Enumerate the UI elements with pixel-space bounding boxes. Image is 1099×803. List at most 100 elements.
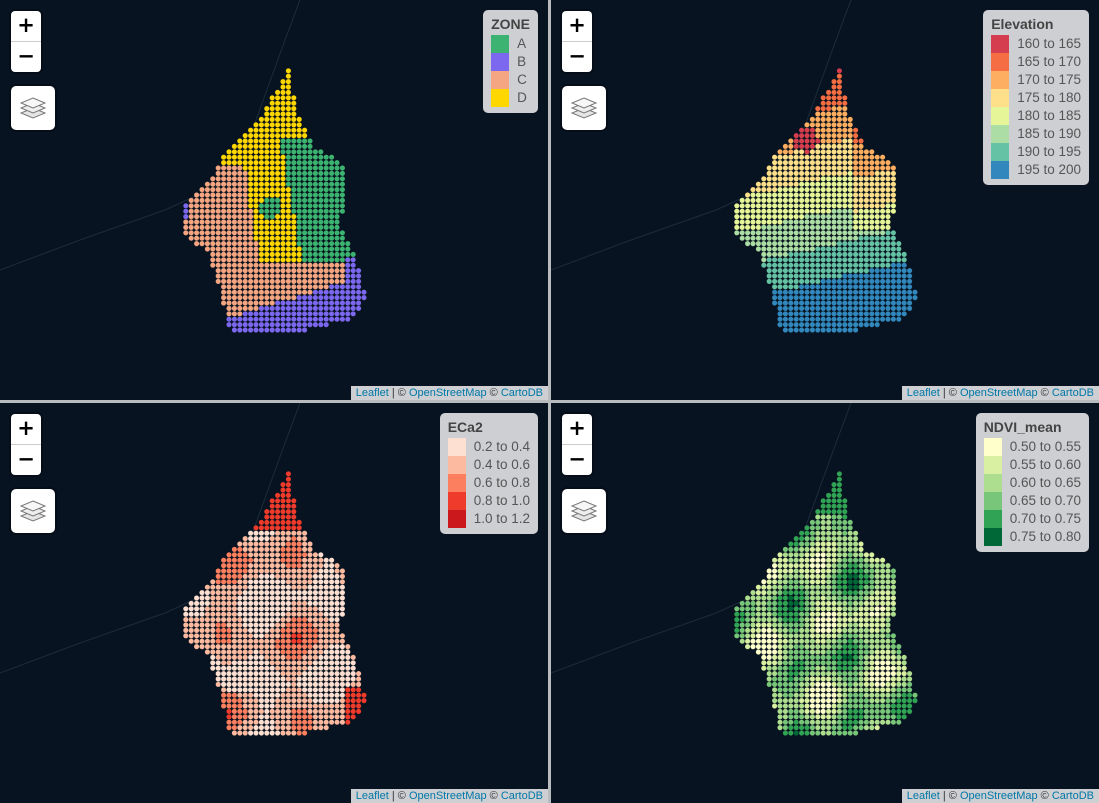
field-point[interactable] (814, 251, 821, 258)
field-point[interactable] (323, 697, 330, 704)
field-point[interactable] (263, 240, 270, 247)
field-point[interactable] (814, 551, 821, 558)
field-point[interactable] (782, 557, 789, 563)
field-point[interactable] (760, 611, 767, 617)
field-point[interactable] (868, 605, 875, 612)
field-point[interactable] (317, 294, 324, 301)
field-point[interactable] (885, 605, 891, 612)
field-point[interactable] (231, 294, 238, 301)
field-point[interactable] (885, 240, 891, 247)
field-point[interactable] (258, 724, 265, 731)
field-point[interactable] (906, 305, 913, 312)
field-point[interactable] (301, 692, 308, 699)
field-point[interactable] (879, 294, 886, 301)
field-point[interactable] (831, 95, 837, 101)
field-point[interactable] (744, 224, 751, 231)
field-point[interactable] (263, 235, 270, 241)
field-point[interactable] (269, 181, 276, 187)
field-point[interactable] (236, 202, 243, 209)
field-point[interactable] (253, 638, 259, 644)
field-point[interactable] (777, 643, 783, 650)
field-point[interactable] (820, 148, 827, 155)
field-point[interactable] (793, 568, 799, 574)
field-point[interactable] (242, 611, 248, 617)
field-point[interactable] (863, 256, 870, 263)
field-point[interactable] (868, 665, 875, 672)
field-point[interactable] (852, 310, 859, 317)
field-point[interactable] (323, 310, 330, 317)
field-point[interactable] (334, 251, 340, 258)
field-point[interactable] (215, 278, 221, 285)
field-point[interactable] (760, 262, 767, 269)
field-point[interactable] (852, 246, 859, 252)
field-point[interactable] (258, 246, 265, 252)
field-point[interactable] (312, 724, 319, 731)
field-point[interactable] (760, 605, 767, 612)
field-point[interactable] (226, 262, 232, 269)
field-point[interactable] (247, 676, 254, 682)
field-point[interactable] (263, 143, 270, 150)
field-point[interactable] (285, 681, 292, 688)
field-point[interactable] (280, 557, 286, 563)
field-point[interactable] (231, 246, 238, 252)
field-point[interactable] (301, 321, 308, 328)
field-point[interactable] (231, 181, 238, 187)
field-point[interactable] (231, 595, 238, 601)
field-point[interactable] (220, 159, 227, 166)
field-point[interactable] (209, 654, 216, 661)
field-point[interactable] (841, 235, 848, 241)
field-point[interactable] (274, 262, 281, 269)
field-point[interactable] (755, 192, 762, 198)
field-point[interactable] (771, 170, 778, 177)
field-point[interactable] (825, 638, 832, 644)
field-point[interactable] (836, 224, 843, 231)
field-point[interactable] (242, 573, 248, 580)
field-point[interactable] (285, 730, 292, 736)
field-point[interactable] (744, 213, 751, 220)
field-point[interactable] (258, 643, 265, 650)
field-point[interactable] (836, 105, 843, 112)
field-point[interactable] (847, 670, 854, 677)
field-point[interactable] (787, 676, 794, 682)
field-point[interactable] (285, 170, 292, 177)
field-point[interactable] (236, 654, 243, 661)
field-point[interactable] (307, 568, 313, 574)
field-point[interactable] (858, 267, 864, 274)
field-point[interactable] (209, 213, 216, 220)
field-point[interactable] (317, 148, 324, 155)
field-point[interactable] (744, 611, 751, 617)
field-point[interactable] (274, 643, 281, 650)
field-point[interactable] (263, 186, 270, 193)
field-point[interactable] (874, 568, 881, 574)
field-point[interactable] (868, 697, 875, 704)
field-point[interactable] (890, 170, 897, 177)
field-point[interactable] (831, 289, 837, 296)
field-point[interactable] (263, 638, 270, 644)
field-point[interactable] (247, 327, 254, 333)
field-point[interactable] (263, 192, 270, 198)
field-point[interactable] (825, 622, 832, 628)
field-point[interactable] (226, 676, 232, 682)
field-point[interactable] (339, 310, 346, 317)
field-point[interactable] (274, 148, 281, 155)
field-point[interactable] (847, 546, 854, 553)
field-point[interactable] (825, 600, 832, 607)
field-point[interactable] (263, 686, 270, 693)
field-point[interactable] (280, 692, 286, 699)
field-point[interactable] (831, 273, 837, 279)
field-point[interactable] (301, 197, 308, 204)
field-point[interactable] (798, 541, 805, 547)
field-point[interactable] (836, 202, 843, 209)
field-point[interactable] (771, 246, 778, 252)
field-point[interactable] (858, 697, 864, 704)
field-point[interactable] (804, 289, 810, 296)
field-point[interactable] (242, 316, 248, 323)
field-point[interactable] (258, 525, 265, 531)
field-point[interactable] (204, 224, 211, 231)
field-point[interactable] (193, 219, 200, 225)
field-point[interactable] (858, 692, 864, 699)
field-point[interactable] (890, 665, 897, 672)
field-point[interactable] (328, 676, 335, 682)
field-point[interactable] (296, 659, 303, 666)
field-point[interactable] (274, 256, 281, 263)
